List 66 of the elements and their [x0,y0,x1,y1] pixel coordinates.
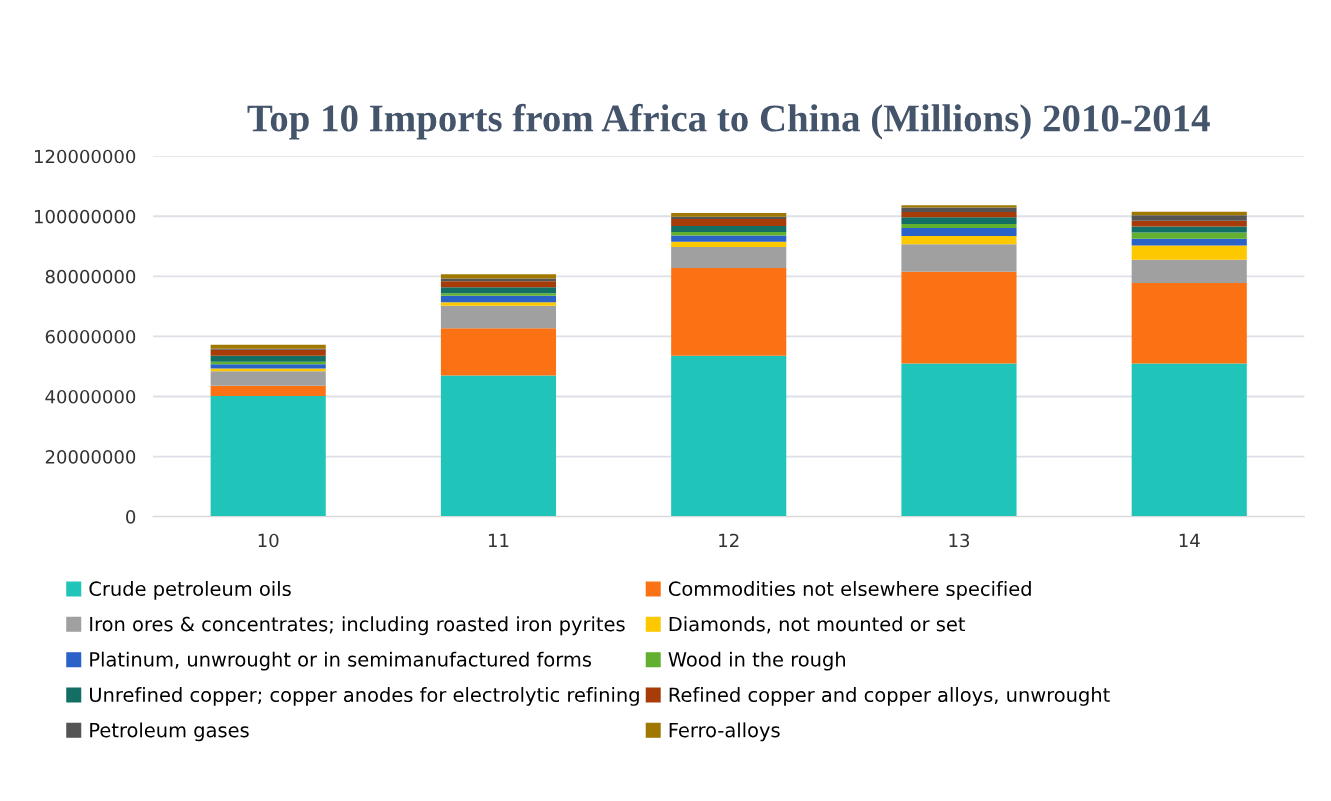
bar [440,274,557,279]
x-tick-label: 14 [1179,533,1200,548]
bar [901,205,1017,208]
bar [671,246,787,268]
bar [1131,245,1247,260]
bar [671,241,787,247]
bar [901,244,1017,272]
bar [671,235,787,242]
bar [1131,232,1247,239]
bar [671,216,787,219]
bar [440,278,557,282]
x-tick-label: 13 [949,533,970,548]
x-tick-label: 12 [719,533,739,548]
legend-label: Petroleum gases [90,722,249,742]
y-tick-label: 0 [126,510,136,524]
bar [901,212,1017,218]
bar [210,344,326,349]
bar [210,349,326,356]
bar [1131,226,1247,233]
x-tick-label: 11 [488,533,509,548]
y-tick-label: 100000000 [34,209,136,224]
legend-label: Platinum, unwrought or in semimanufactured forms [90,651,592,671]
legend-label: Ferro-alloys [669,722,780,742]
legend-label: Unrefined copper; copper anodes for electrolytic refining [90,687,639,706]
bar [440,328,557,376]
bar [671,218,787,226]
bar [901,236,1017,245]
bar [440,305,557,329]
legend-label: Iron ores & concentrates; including roasted iron pyrites [90,616,625,636]
legend-label: Crude petroleum oils [89,581,291,600]
legend-label: Commodities not elsewhere specified [668,581,1031,600]
bar [210,355,326,362]
bar [440,287,557,294]
y-tick-label: 80000000 [45,269,136,284]
bar [210,371,326,386]
bar [1131,363,1247,517]
y-tick-label: 40000000 [45,389,136,404]
bar [671,355,787,517]
legend-label: Diamonds, not mounted or set [669,616,966,634]
bar [671,267,787,356]
bar [671,225,787,232]
bar [210,385,326,396]
bar [901,363,1017,517]
y-tick-label: 20000000 [45,450,136,464]
bar [671,212,787,217]
bar [901,271,1017,364]
bar [210,364,326,369]
chart-title: Top 10 Imports from Africa to China (Millions) 2010-2014 [247,103,1210,140]
legend-label: Wood in the rough [668,651,845,671]
bar [1131,282,1247,364]
legend-label: Refined copper and copper alloys, unwrought [669,687,1110,706]
y-tick-label: 120000000 [34,149,136,164]
bar [440,293,557,296]
bar [1131,215,1247,221]
bar [901,217,1017,225]
bar [440,375,557,517]
bar [901,224,1017,228]
bar [1131,259,1247,283]
bar [901,227,1017,237]
bar [210,395,326,517]
bar [440,302,557,306]
bar [440,295,557,303]
bar [440,281,557,288]
x-tick-label: 10 [258,533,279,548]
bar [1131,238,1247,246]
y-tick-label: 60000000 [45,329,136,344]
